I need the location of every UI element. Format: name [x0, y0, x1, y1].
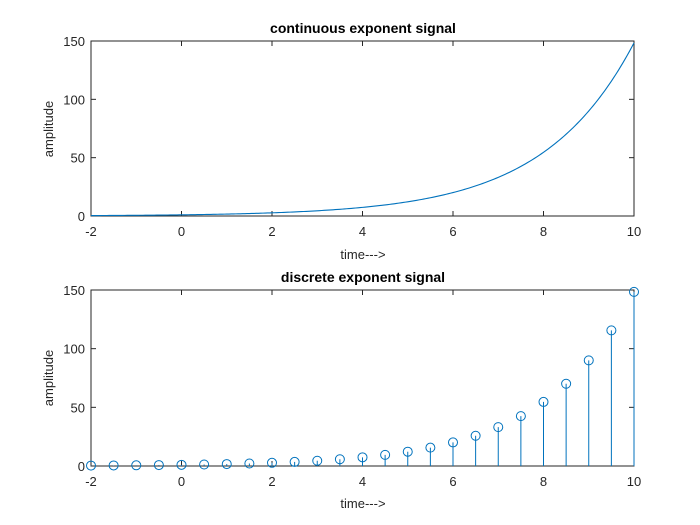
- discrete-plot-xlabel: time--->: [340, 496, 385, 511]
- discrete-stem-marker: [425, 442, 436, 453]
- continuous-xtick-label: 2: [268, 224, 275, 239]
- continuous-xtick-label: -2: [85, 224, 97, 239]
- discrete-plot-ylabel: amplitude: [41, 350, 56, 406]
- continuous-xtick-label: 4: [359, 224, 366, 239]
- discrete-stem-marker: [176, 459, 187, 470]
- discrete-stem-marker: [86, 460, 96, 471]
- discrete-xtick-label: 4: [359, 474, 366, 489]
- discrete-xtick-label: 10: [627, 474, 641, 489]
- discrete-stem-marker: [606, 325, 617, 336]
- discrete-xtick-label: 0: [178, 474, 185, 489]
- continuous-series-line: [90, 42, 635, 217]
- discrete-stem-marker: [493, 422, 504, 433]
- continuous-xtick-label: 0: [178, 224, 185, 239]
- continuous-xtick-label: 8: [540, 224, 547, 239]
- discrete-stem-marker: [470, 430, 481, 441]
- continuous-plot-xlabel: time--->: [340, 247, 385, 262]
- discrete-xtick-label: 6: [449, 474, 456, 489]
- continuous-ytick-label: 50: [71, 151, 85, 166]
- discrete-ytick-label: 100: [63, 342, 85, 357]
- discrete-stem-marker: [289, 456, 300, 467]
- continuous-plot-ylabel: amplitude: [41, 101, 56, 157]
- discrete-stem-marker: [267, 457, 277, 468]
- discrete-stem-marker: [538, 396, 549, 407]
- discrete-stem-marker: [221, 459, 232, 470]
- continuous-plot-title: continuous exponent signal: [270, 20, 456, 36]
- discrete-stem-marker: [583, 355, 594, 366]
- discrete-stem-marker: [380, 449, 391, 460]
- discrete-ytick-label: 50: [71, 400, 85, 415]
- discrete-stem-marker: [334, 454, 345, 465]
- discrete-xtick-label: -2: [85, 474, 97, 489]
- discrete-stem-marker: [131, 460, 142, 471]
- continuous-ytick-label: 150: [63, 34, 85, 49]
- discrete-stem-marker: [629, 286, 639, 297]
- continuous-xtick-label: 6: [449, 224, 456, 239]
- discrete-ytick-label: 0: [78, 459, 85, 474]
- discrete-xtick-label: 8: [540, 474, 547, 489]
- discrete-stem-marker: [448, 437, 458, 448]
- discrete-stem-marker: [312, 455, 323, 466]
- continuous-ytick-label: 100: [63, 92, 85, 107]
- discrete-xtick-label: 2: [268, 474, 275, 489]
- discrete-signal-plot: discrete exponent signal time---> amplit…: [41, 269, 641, 511]
- discrete-stem-marker: [244, 458, 255, 469]
- discrete-stem-marker: [153, 460, 164, 471]
- continuous-ytick-label: 0: [78, 209, 85, 224]
- discrete-plot-title: discrete exponent signal: [281, 269, 445, 285]
- discrete-stem-marker: [561, 378, 572, 389]
- continuous-xtick-label: 10: [627, 224, 641, 239]
- continuous-signal-plot: continuous exponent signal time---> ampl…: [41, 20, 641, 262]
- discrete-stem-marker: [515, 411, 526, 422]
- discrete-stem-marker: [402, 446, 413, 457]
- discrete-stem-marker: [357, 452, 368, 463]
- discrete-ytick-label: 150: [63, 283, 85, 298]
- discrete-stem-marker: [108, 460, 119, 471]
- discrete-stem-marker: [199, 459, 210, 470]
